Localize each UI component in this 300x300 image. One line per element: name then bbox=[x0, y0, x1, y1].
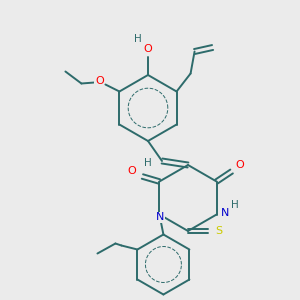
Text: N: N bbox=[220, 208, 229, 218]
Text: O: O bbox=[127, 167, 136, 176]
Text: H: H bbox=[134, 34, 142, 44]
Text: O: O bbox=[95, 76, 104, 86]
Text: H: H bbox=[144, 158, 152, 168]
Text: O: O bbox=[235, 160, 244, 170]
Text: S: S bbox=[215, 226, 223, 236]
Text: N: N bbox=[156, 212, 165, 223]
Text: H: H bbox=[231, 200, 239, 209]
Text: O: O bbox=[144, 44, 152, 54]
